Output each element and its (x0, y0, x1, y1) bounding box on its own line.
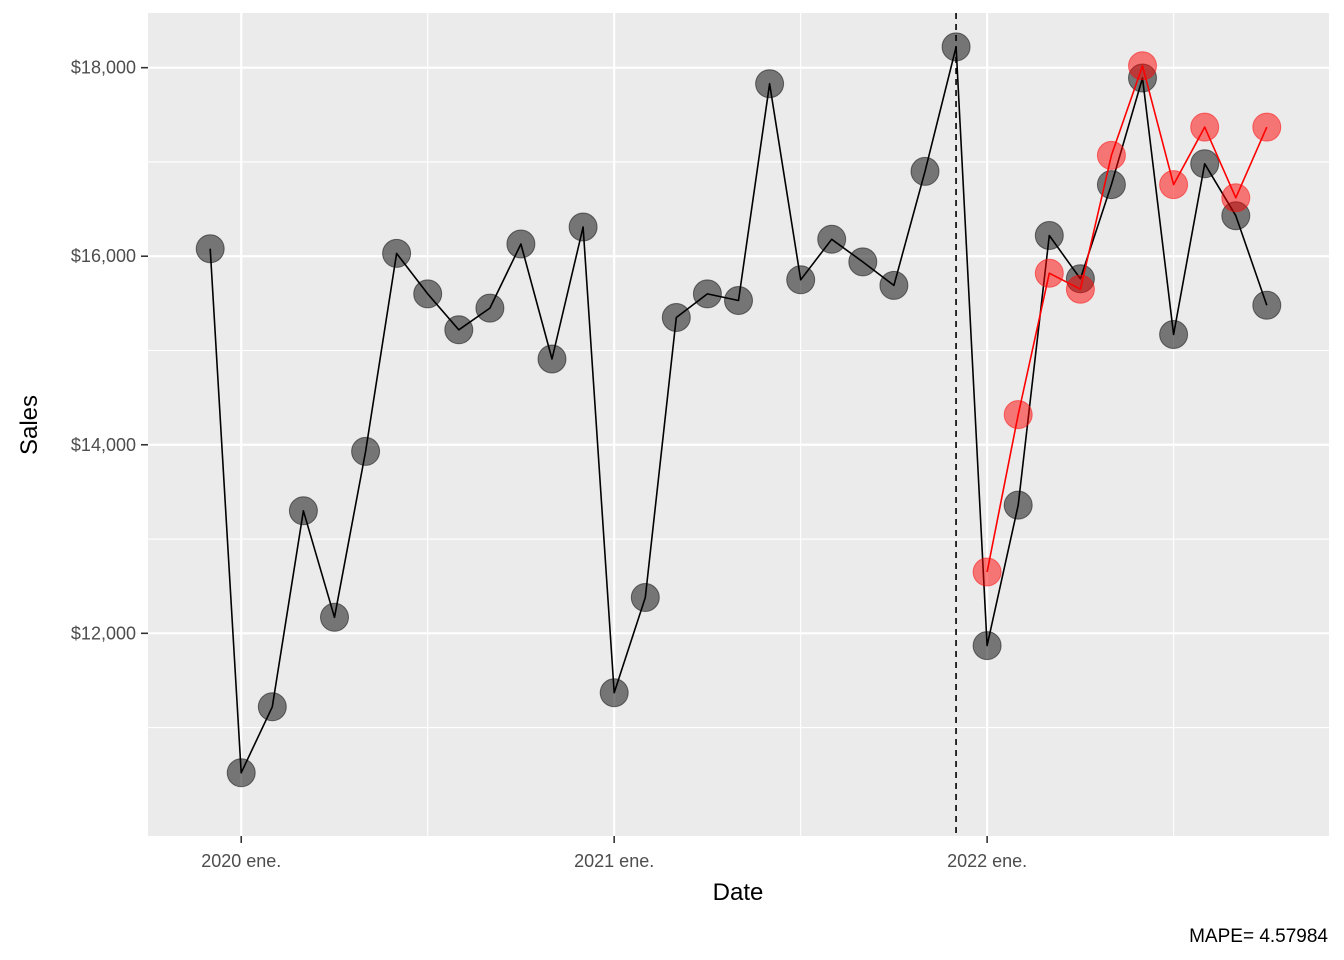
forecast-data-point (1128, 51, 1157, 81)
actual-data-point (320, 602, 349, 632)
actual-data-point (226, 758, 256, 788)
actual-data-point (444, 315, 474, 345)
x-axis-ticks: 2020 ene. 2021 ene. 2022 ene. (201, 836, 1027, 871)
actual-data-point (630, 583, 660, 612)
forecast-data-point (1065, 274, 1095, 304)
actual-data-point (972, 631, 1002, 661)
actual-data-point (724, 286, 753, 315)
actual-data-point (1190, 149, 1220, 179)
actual-data-point (661, 303, 691, 332)
forecast-data-point (1190, 112, 1220, 142)
x-tick-label: 2021 ene. (574, 851, 654, 871)
actual-data-point (755, 69, 785, 99)
actual-data-point (910, 156, 940, 186)
actual-data-point (568, 212, 598, 242)
x-tick-label: 2020 ene. (201, 851, 281, 871)
forecast-data-point (1221, 183, 1251, 213)
forecast-data-point (1003, 400, 1033, 430)
actual-data-point (879, 270, 909, 300)
actual-data-point (599, 678, 629, 708)
actual-data-point (413, 279, 443, 309)
plot-panel (148, 13, 1329, 836)
y-tick-label: $12,000 (71, 623, 136, 643)
forecast-data-point (1252, 112, 1282, 142)
actual-data-point (848, 247, 878, 277)
actual-data-point (692, 279, 722, 309)
actual-data-point (475, 293, 505, 323)
forecast-data-point (1034, 258, 1064, 288)
x-tick-label: 2022 ene. (947, 851, 1027, 871)
mape-caption: MAPE= 4.57984 (1189, 926, 1328, 947)
actual-data-point (257, 692, 287, 722)
actual-data-point (1096, 170, 1126, 200)
actual-data-point (506, 229, 536, 259)
actual-data-point (382, 238, 412, 268)
actual-data-point (195, 234, 225, 264)
actual-data-point (1003, 490, 1033, 520)
y-tick-label: $16,000 (71, 246, 136, 266)
actual-data-point (1034, 221, 1064, 250)
actual-data-point (1252, 290, 1282, 320)
y-tick-label: $18,000 (71, 58, 136, 78)
actual-data-point (786, 265, 816, 295)
forecast-series-line (986, 65, 1268, 573)
actual-data-point (537, 344, 567, 374)
x-axis-title: Date (713, 879, 764, 906)
actual-data-point (351, 436, 381, 466)
forecast-data-point (972, 557, 1002, 587)
forecast-data-point (1159, 170, 1189, 200)
y-tick-label: $14,000 (71, 435, 136, 455)
actual-data-point (941, 32, 971, 62)
y-axis-ticks: $12,000 $14,000 $16,000 $18,000 (71, 58, 148, 643)
forecast-data-point (1096, 140, 1126, 170)
y-axis-title: Sales (16, 395, 43, 455)
actual-data-point (1159, 320, 1189, 349)
actual-data-point (817, 224, 847, 254)
series-group (195, 32, 1282, 788)
actual-data-point (288, 496, 318, 526)
